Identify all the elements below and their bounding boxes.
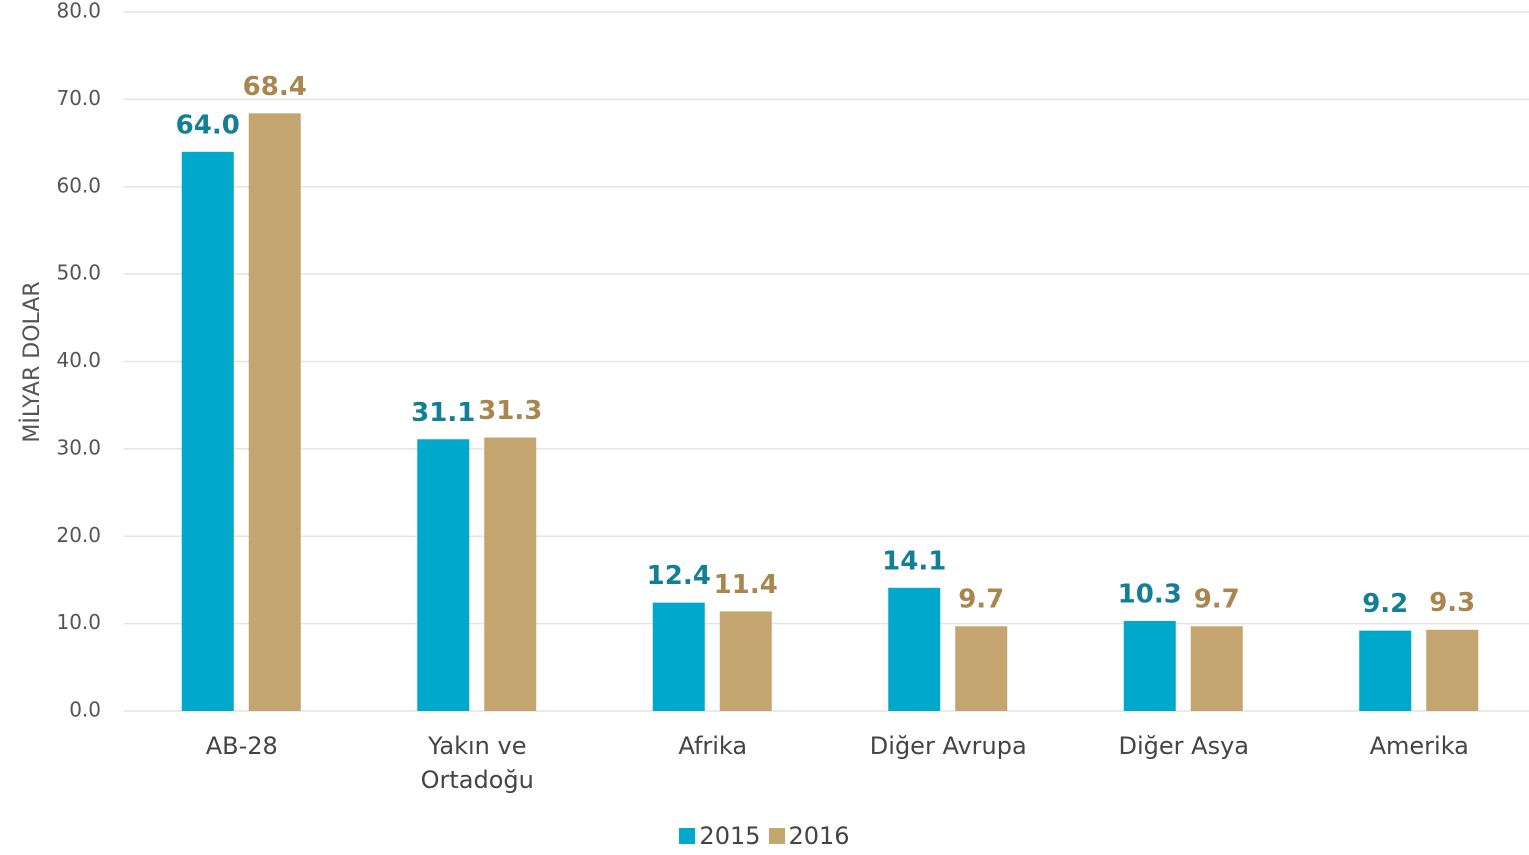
bar	[484, 437, 537, 711]
y-tick-label: 0.0	[69, 698, 101, 722]
data-label: 9.7	[1194, 585, 1240, 615]
data-label: 9.7	[958, 585, 1004, 615]
y-tick-label: 60.0	[56, 173, 101, 197]
x-tick-label: Amerika	[1369, 732, 1469, 760]
data-label: 11.4	[714, 570, 778, 600]
y-axis-label: MİLYAR DOLAR	[19, 281, 45, 442]
data-label: 9.3	[1429, 588, 1475, 618]
bar	[888, 587, 941, 711]
x-tick-label: Afrika	[678, 732, 748, 760]
legend-item: 2016	[768, 822, 850, 850]
data-label: 10.3	[1118, 580, 1182, 610]
data-label: 9.2	[1362, 589, 1408, 619]
data-label: 64.0	[176, 110, 240, 140]
bar	[652, 602, 705, 711]
y-tick-label: 10.0	[56, 610, 101, 634]
legend-item: 2015	[679, 822, 761, 850]
y-tick-label: 30.0	[56, 435, 101, 459]
data-label: 12.4	[647, 561, 711, 591]
x-tick-label: Diğer Asya	[1118, 732, 1249, 760]
bar	[1123, 621, 1176, 711]
y-tick-label: 50.0	[56, 261, 101, 285]
bar	[417, 439, 470, 711]
x-tick-label: Yakın ve Ortadoğu	[420, 732, 534, 794]
legend-swatch	[679, 828, 696, 844]
y-tick-label: 80.0	[56, 0, 101, 23]
data-label: 68.4	[243, 72, 307, 102]
bar	[248, 113, 301, 712]
x-tick-label: AB-28	[205, 732, 278, 760]
bar	[1426, 629, 1479, 711]
bar	[1190, 626, 1243, 711]
bar	[719, 611, 772, 711]
bar	[955, 626, 1008, 711]
bar	[181, 151, 234, 712]
data-label: 14.1	[882, 546, 946, 576]
bar	[1359, 630, 1412, 711]
data-label: 31.1	[411, 398, 475, 428]
legend-label: 2015	[699, 822, 761, 850]
legend-label: 2016	[788, 822, 850, 850]
y-tick-label: 70.0	[56, 86, 101, 110]
x-tick-label: Diğer Avrupa	[869, 732, 1027, 760]
y-tick-label: 20.0	[56, 523, 101, 547]
legend-swatch	[768, 828, 785, 844]
legend: 2015 2016	[0, 822, 1529, 850]
y-tick-label: 40.0	[56, 348, 101, 372]
data-label: 31.3	[478, 396, 542, 426]
